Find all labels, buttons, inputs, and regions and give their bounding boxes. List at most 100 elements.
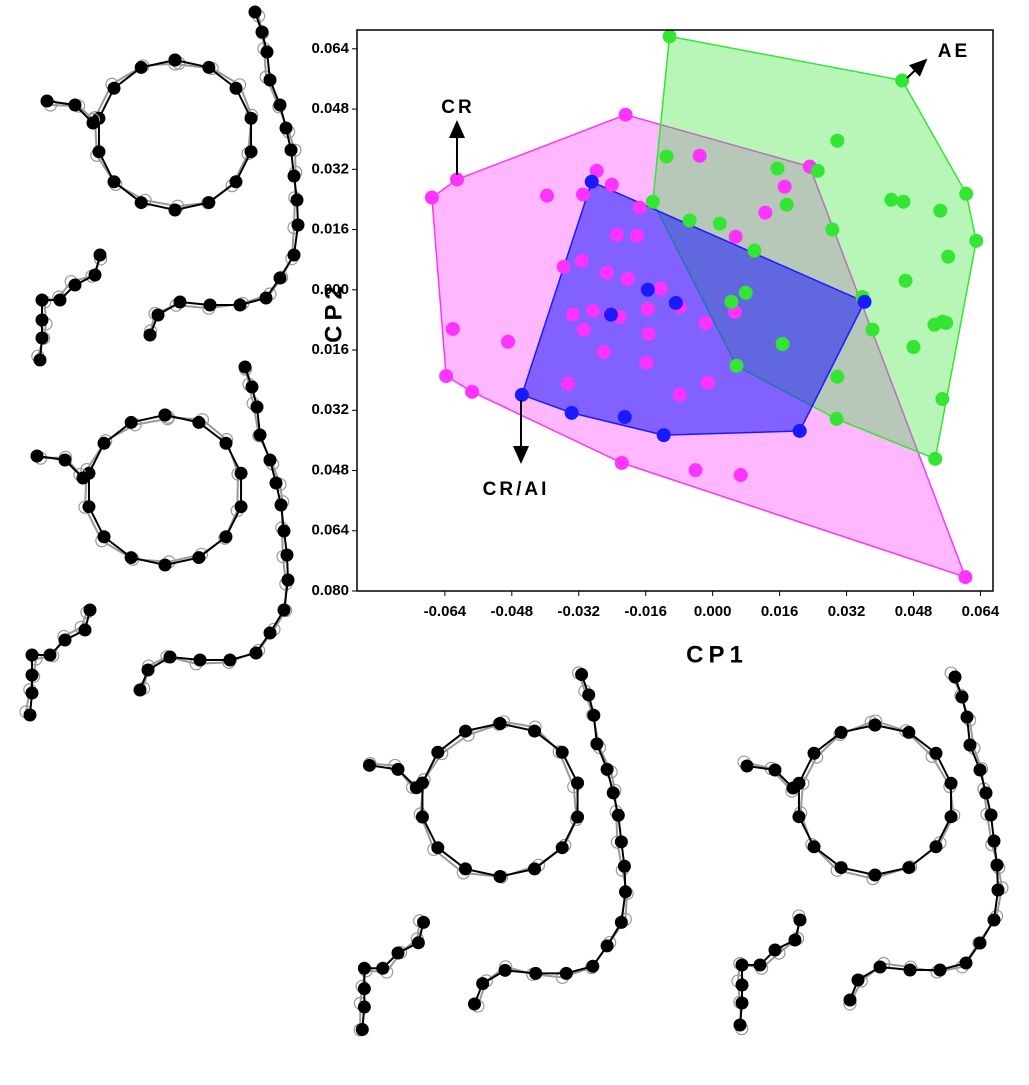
- landmark: [274, 498, 288, 512]
- landmark: [193, 653, 207, 667]
- data-point: [629, 228, 644, 243]
- data-point: [935, 391, 950, 406]
- landmark: [960, 710, 974, 724]
- landmark: [559, 966, 573, 980]
- landmark: [107, 175, 121, 189]
- data-point: [770, 161, 785, 176]
- data-point: [589, 163, 604, 178]
- data-point: [618, 107, 633, 122]
- data-point: [632, 200, 647, 215]
- data-point: [445, 321, 460, 336]
- landmark: [600, 939, 614, 953]
- landmark: [249, 646, 263, 660]
- landmark: [944, 776, 958, 790]
- landmark: [255, 25, 269, 39]
- landmark: [78, 623, 92, 637]
- landmark: [277, 524, 291, 538]
- data-point: [688, 463, 703, 478]
- landmark: [575, 668, 589, 682]
- shape-outline: [97, 59, 253, 212]
- landmark: [30, 449, 44, 463]
- landmark: [143, 328, 157, 342]
- landmark: [253, 428, 267, 442]
- data-point: [928, 451, 943, 466]
- landmark: [735, 996, 749, 1010]
- landmark: [987, 834, 1001, 848]
- data-point: [640, 282, 655, 297]
- landmark: [391, 946, 405, 960]
- data-point: [758, 205, 773, 220]
- landmark: [528, 862, 542, 876]
- landmark: [92, 145, 106, 159]
- landmark: [493, 870, 507, 883]
- landmark: [284, 143, 298, 157]
- data-point: [829, 411, 844, 426]
- data-point: [565, 307, 580, 322]
- landmark: [233, 298, 247, 312]
- x-tick-label: -0.064: [424, 603, 467, 620]
- data-point: [617, 410, 632, 425]
- landmark: [618, 885, 632, 899]
- landmark: [287, 248, 301, 262]
- data-point: [560, 376, 575, 391]
- annotation: CR/AI: [483, 479, 550, 500]
- data-point: [465, 384, 480, 399]
- arrow: [906, 58, 928, 79]
- annotation: CR: [441, 97, 474, 118]
- landmark: [376, 961, 390, 975]
- data-point: [639, 355, 654, 370]
- y-tick-label: 0.016: [311, 341, 349, 358]
- landmark: [792, 810, 806, 824]
- landmark: [948, 670, 962, 684]
- landmark: [244, 145, 258, 159]
- landmark: [250, 400, 264, 414]
- landmark: [168, 53, 182, 67]
- y-tick-label: 0.048: [311, 461, 349, 478]
- landmark: [929, 746, 943, 760]
- data-point: [792, 423, 807, 438]
- y-tick-label: 0.016: [311, 221, 349, 238]
- landmark: [571, 810, 585, 824]
- data-point: [603, 307, 618, 322]
- landmark: [43, 648, 57, 662]
- data-point: [884, 192, 899, 207]
- data-point: [830, 369, 845, 384]
- landmark: [68, 278, 82, 292]
- landmark: [431, 841, 445, 855]
- data-point: [779, 197, 794, 212]
- landmark: [238, 360, 252, 374]
- landmark: [606, 786, 620, 800]
- data-point: [939, 315, 954, 330]
- landmark: [868, 868, 882, 882]
- data-point: [906, 340, 921, 355]
- x-tick-label: 0.064: [962, 603, 1000, 620]
- scatter-plot: [424, 29, 984, 585]
- landmark: [987, 913, 1001, 927]
- landmark: [768, 763, 782, 777]
- landmark: [68, 98, 82, 112]
- landmark: [733, 1018, 747, 1032]
- landmark: [933, 963, 947, 977]
- landmark: [281, 573, 295, 587]
- plot-frame: [356, 29, 994, 592]
- landmark: [58, 453, 72, 467]
- landmark: [245, 380, 259, 394]
- data-point: [959, 186, 974, 201]
- data-point: [645, 194, 660, 209]
- landmark: [40, 94, 54, 108]
- shape-outline: [87, 414, 243, 567]
- landmark: [234, 466, 248, 480]
- landmark: [263, 453, 277, 467]
- landmark: [843, 993, 857, 1007]
- data-point: [810, 163, 825, 178]
- annotation: AE: [938, 41, 970, 62]
- data-point: [574, 253, 589, 268]
- landmark: [590, 737, 604, 751]
- y-tick-label: 0.064: [311, 40, 349, 57]
- data-point: [585, 303, 600, 318]
- landmark: [990, 858, 1004, 872]
- landmark-shapes: [19, 5, 1009, 1037]
- data-point: [724, 294, 739, 309]
- landmark: [173, 295, 187, 309]
